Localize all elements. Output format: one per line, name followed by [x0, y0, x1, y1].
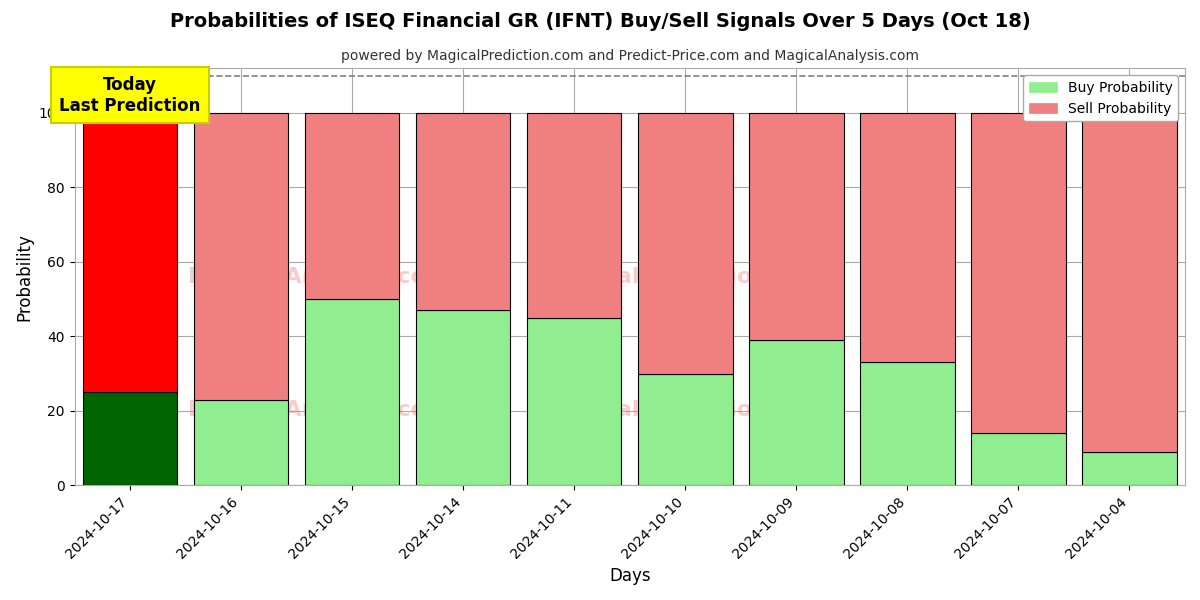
Y-axis label: Probability: Probability — [16, 233, 34, 320]
Bar — [83, 113, 178, 392]
Bar — [638, 113, 732, 374]
Bar — [194, 113, 288, 400]
Bar — [305, 299, 400, 485]
Bar — [860, 362, 955, 485]
Text: MagicalAnalysis.com: MagicalAnalysis.com — [188, 267, 450, 287]
Text: MagicalPrediction.com: MagicalPrediction.com — [542, 267, 828, 287]
Bar — [749, 113, 844, 340]
Bar — [1082, 452, 1177, 485]
Text: MagicalAnalysis.com: MagicalAnalysis.com — [188, 400, 450, 420]
Bar — [638, 374, 732, 485]
Bar — [194, 400, 288, 485]
Legend: Buy Probability, Sell Probability: Buy Probability, Sell Probability — [1024, 75, 1178, 121]
Title: powered by MagicalPrediction.com and Predict-Price.com and MagicalAnalysis.com: powered by MagicalPrediction.com and Pre… — [341, 49, 919, 63]
Bar — [416, 113, 510, 310]
X-axis label: Days: Days — [610, 567, 650, 585]
Bar — [416, 310, 510, 485]
Text: MagicalPrediction.com: MagicalPrediction.com — [542, 400, 828, 420]
Bar — [527, 113, 622, 317]
Bar — [527, 317, 622, 485]
Bar — [1082, 113, 1177, 452]
Bar — [305, 113, 400, 299]
Bar — [749, 340, 844, 485]
Bar — [83, 392, 178, 485]
Bar — [860, 113, 955, 362]
Bar — [971, 433, 1066, 485]
Text: Today
Last Prediction: Today Last Prediction — [60, 76, 200, 115]
Text: Probabilities of ISEQ Financial GR (IFNT) Buy/Sell Signals Over 5 Days (Oct 18): Probabilities of ISEQ Financial GR (IFNT… — [169, 12, 1031, 31]
Bar — [971, 113, 1066, 433]
